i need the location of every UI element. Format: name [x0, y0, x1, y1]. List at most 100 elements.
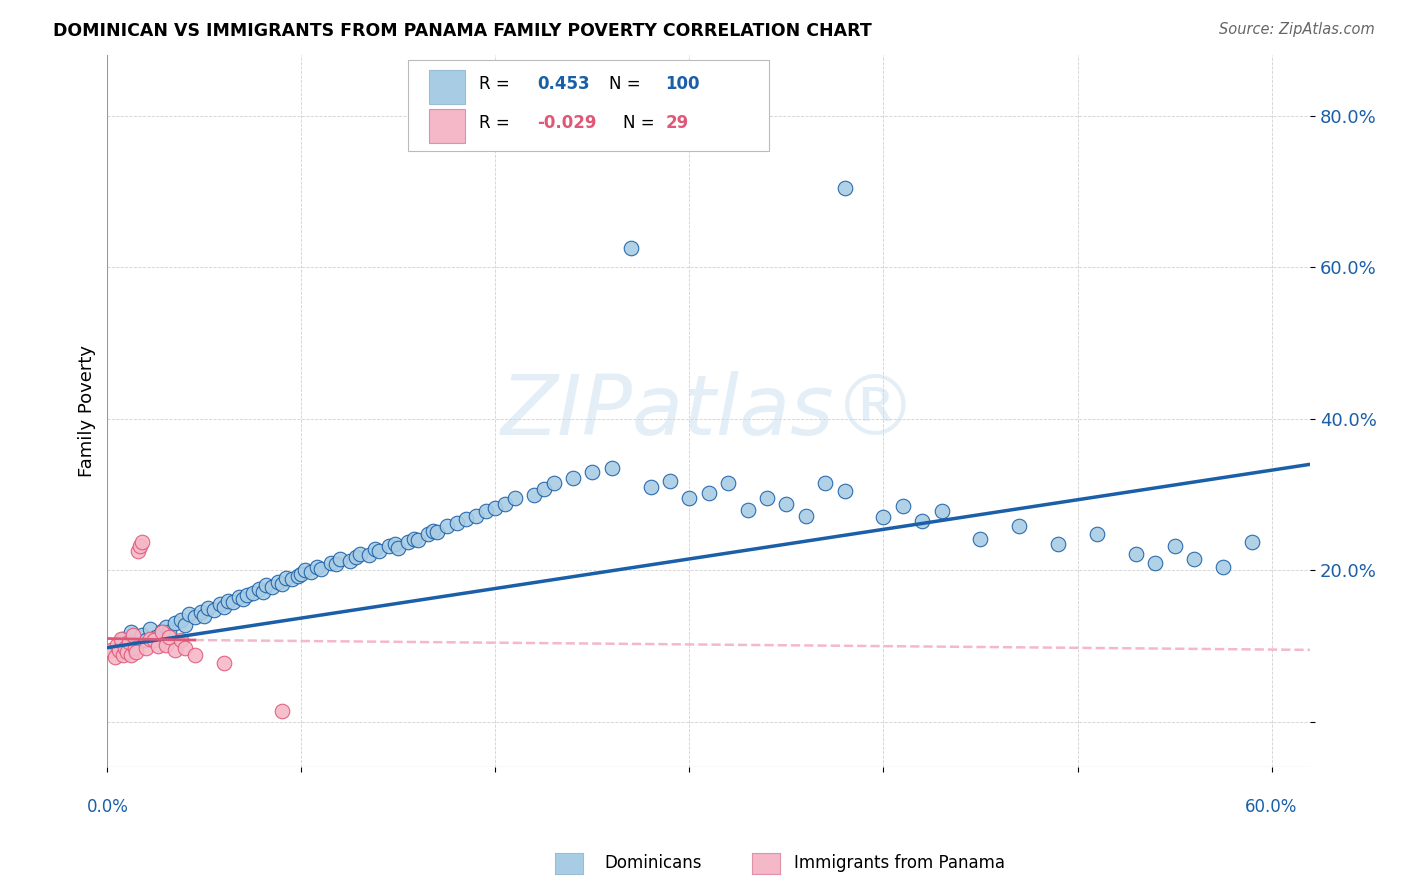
- Point: [108, 643, 131, 657]
- FancyBboxPatch shape: [429, 70, 464, 104]
- Point: [344, 549, 367, 564]
- Point: [104, 650, 127, 665]
- Point: [271, 577, 294, 591]
- Point: [212, 599, 235, 614]
- Point: [1125, 547, 1147, 561]
- Point: [523, 487, 546, 501]
- FancyBboxPatch shape: [408, 60, 769, 152]
- Point: [105, 643, 128, 657]
- Point: [139, 623, 162, 637]
- Point: [484, 501, 506, 516]
- Text: 29: 29: [665, 114, 689, 132]
- Point: [267, 574, 290, 589]
- Point: [125, 639, 148, 653]
- Point: [127, 544, 149, 558]
- Point: [465, 508, 488, 523]
- Point: [697, 486, 720, 500]
- Point: [111, 632, 134, 646]
- Text: Dominicans: Dominicans: [605, 855, 702, 872]
- Point: [384, 537, 406, 551]
- Point: [474, 504, 496, 518]
- Point: [256, 578, 278, 592]
- Point: [208, 598, 231, 612]
- Point: [775, 497, 797, 511]
- Point: [834, 180, 856, 194]
- Text: Source: ZipAtlas.com: Source: ZipAtlas.com: [1219, 22, 1375, 37]
- Point: [1085, 527, 1108, 541]
- Point: [834, 483, 856, 498]
- Point: [124, 640, 146, 655]
- Point: [177, 607, 200, 622]
- Point: [794, 508, 817, 523]
- Point: [305, 559, 328, 574]
- Point: [131, 534, 153, 549]
- Point: [814, 476, 837, 491]
- Point: [1212, 559, 1234, 574]
- Point: [159, 625, 181, 640]
- Point: [242, 586, 264, 600]
- Point: [426, 525, 449, 540]
- Point: [197, 601, 219, 615]
- Point: [262, 580, 284, 594]
- Point: [183, 610, 205, 624]
- Point: [110, 632, 132, 646]
- Y-axis label: Family Poverty: Family Poverty: [79, 345, 96, 477]
- Point: [280, 573, 302, 587]
- Point: [931, 504, 953, 518]
- Point: [120, 648, 142, 663]
- Point: [533, 482, 555, 496]
- Point: [287, 569, 309, 583]
- Point: [271, 704, 294, 718]
- Point: [150, 624, 173, 638]
- Point: [150, 625, 173, 640]
- Point: [325, 558, 347, 572]
- Point: [620, 241, 643, 255]
- Point: [377, 539, 399, 553]
- Point: [135, 640, 157, 655]
- Point: [756, 491, 779, 506]
- Point: [396, 534, 419, 549]
- Point: [174, 640, 197, 655]
- Point: [183, 648, 205, 663]
- Point: [329, 552, 352, 566]
- Point: [339, 554, 361, 568]
- Point: [364, 542, 387, 557]
- Point: [105, 638, 128, 652]
- Text: -0.029: -0.029: [537, 114, 596, 132]
- Point: [891, 499, 914, 513]
- Point: [368, 544, 391, 558]
- Point: [190, 605, 212, 619]
- Text: 0.453: 0.453: [537, 75, 589, 93]
- Point: [1144, 556, 1167, 570]
- Point: [100, 643, 122, 657]
- Point: [170, 613, 193, 627]
- Text: DOMINICAN VS IMMIGRANTS FROM PANAMA FAMILY POVERTY CORRELATION CHART: DOMINICAN VS IMMIGRANTS FROM PANAMA FAMI…: [53, 22, 872, 40]
- Text: N =: N =: [623, 114, 655, 132]
- Point: [142, 633, 165, 648]
- Point: [387, 541, 409, 555]
- Point: [120, 625, 142, 640]
- Point: [193, 608, 215, 623]
- Point: [125, 645, 148, 659]
- Point: [659, 474, 682, 488]
- Point: [159, 630, 181, 644]
- Point: [290, 567, 312, 582]
- Point: [406, 533, 429, 547]
- Point: [911, 514, 934, 528]
- Point: [165, 643, 187, 657]
- Point: [131, 628, 153, 642]
- Text: 60.0%: 60.0%: [1246, 797, 1298, 815]
- Point: [155, 620, 177, 634]
- Text: Immigrants from Panama: Immigrants from Panama: [794, 855, 1005, 872]
- Point: [446, 516, 468, 531]
- Text: R =: R =: [479, 75, 510, 93]
- Point: [111, 648, 134, 663]
- Point: [146, 639, 169, 653]
- Text: R =: R =: [479, 114, 510, 132]
- Point: [503, 491, 526, 506]
- Point: [581, 465, 603, 479]
- Point: [165, 616, 187, 631]
- Point: [252, 584, 274, 599]
- Point: [969, 532, 991, 546]
- Point: [1163, 539, 1185, 553]
